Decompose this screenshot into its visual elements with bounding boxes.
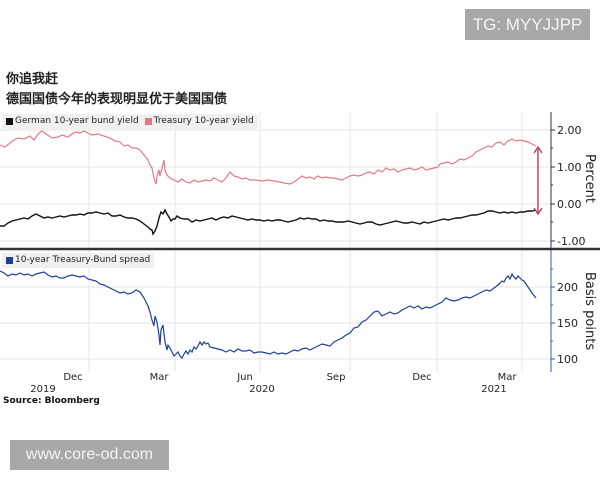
top-y-tick-label: 2.00 — [557, 124, 582, 137]
legend-swatch-icon — [6, 118, 13, 125]
top-y-tick-label: -1.00 — [557, 235, 585, 248]
legend-item-treasury: Treasury 10-year yield — [144, 114, 254, 129]
treasury-yield-line — [0, 130, 537, 185]
x-month-label: Sep — [326, 372, 346, 383]
legend-label: Treasury 10-year yield — [153, 116, 254, 126]
top-gridlines — [0, 112, 551, 249]
x-month-label: Jun — [237, 372, 253, 383]
legend-swatch-icon — [6, 257, 13, 264]
legend-swatch-icon — [144, 118, 152, 125]
bottom-y-tick-label: 100 — [557, 353, 578, 366]
bottom-y-ticks — [551, 268, 555, 360]
bottom-gridlines — [0, 250, 551, 372]
legend-label: 10-year Treasury-Bund spread — [15, 255, 151, 265]
top-y-axis-title: Percent — [582, 154, 597, 203]
bottom-y-tick-label: 150 — [557, 317, 578, 330]
legend-item-german: German 10-year bund yield — [6, 114, 139, 129]
chart-title: 你追我赶 德国国债今年的表现明显优于美国国债 — [6, 70, 227, 110]
x-year-label: 2021 — [481, 384, 507, 395]
top-y-ticks — [551, 129, 555, 242]
x-month-label: Mar — [497, 372, 517, 383]
x-month-label: Mar — [149, 372, 169, 383]
x-year-label: 2019 — [30, 384, 56, 395]
watermark-top: TG: MYYJJPP — [465, 9, 590, 40]
gap-arrow — [533, 145, 543, 216]
top-y-tick-label: 0.00 — [557, 198, 582, 211]
chart-title-line2: 德国国债今年的表现明显优于美国国债 — [6, 92, 228, 107]
bottom-y-axis-title: Basis points — [582, 272, 597, 350]
source-note: Source: Bloomberg — [3, 396, 100, 406]
chart-title-line1: 你追我赶 — [6, 72, 59, 87]
x-year-label: 2020 — [249, 384, 275, 395]
treasury-bund-spread-line — [0, 270, 537, 360]
bottom-y-tick-label: 200 — [557, 281, 578, 294]
top-legend: German 10-year bund yield Treasury 10-ye… — [2, 114, 258, 129]
legend-label: German 10-year bund yield — [15, 116, 139, 126]
bottom-legend: 10-year Treasury-Bund spread — [2, 253, 155, 268]
top-y-tick-label: 1.00 — [557, 161, 582, 174]
x-month-label: Dec — [412, 372, 432, 383]
watermark-bottom: www.core-od.com — [10, 440, 169, 470]
x-month-label: Dec — [63, 372, 83, 383]
legend-item-spread: 10-year Treasury-Bund spread — [6, 253, 150, 268]
german-bund-yield-line — [0, 208, 537, 236]
